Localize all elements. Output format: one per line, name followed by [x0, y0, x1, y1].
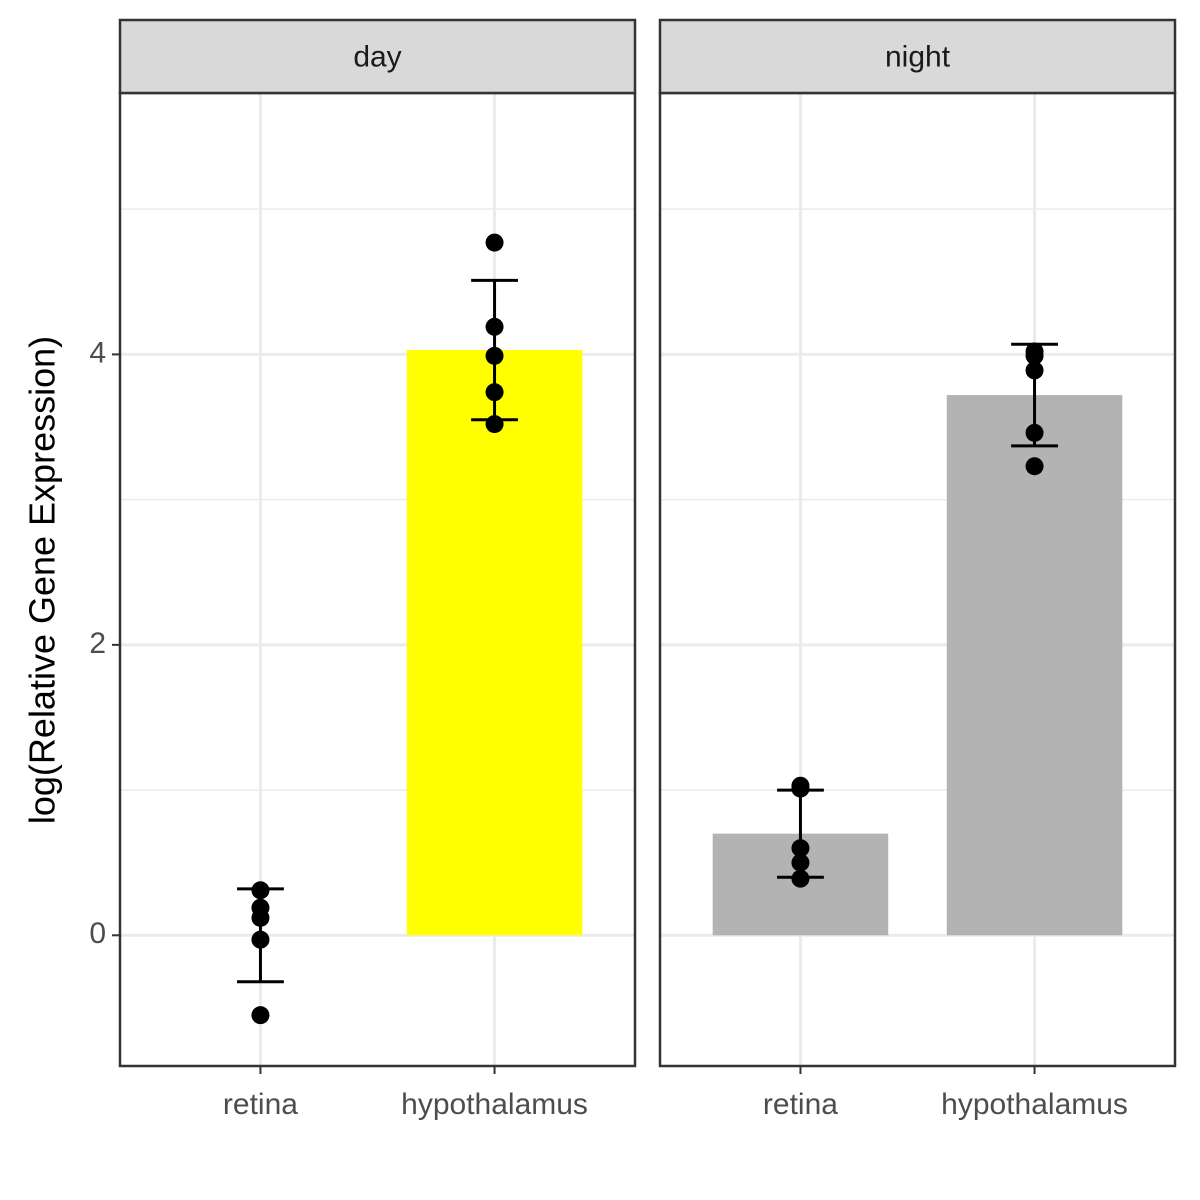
x-tick-label: retina: [763, 1088, 838, 1121]
data-point: [485, 346, 504, 365]
x-tick-label: hypothalamus: [401, 1088, 588, 1121]
data-point: [791, 853, 810, 872]
data-point: [1025, 346, 1044, 365]
data-point: [251, 908, 270, 927]
y-tick-label: 4: [89, 336, 106, 369]
data-point: [251, 1006, 270, 1025]
data-point: [485, 233, 504, 252]
data-point: [791, 779, 810, 798]
data-point: [1025, 423, 1044, 442]
x-tick-label: hypothalamus: [941, 1088, 1128, 1121]
strip-label: night: [885, 40, 951, 73]
data-point: [791, 839, 810, 858]
y-tick-label: 2: [89, 627, 106, 660]
x-tick-label: retina: [223, 1088, 298, 1121]
strip: [118, 18, 637, 95]
data-point: [251, 930, 270, 949]
data-point: [485, 317, 504, 336]
data-point: [485, 383, 504, 402]
bar: [406, 350, 583, 936]
data-point: [485, 415, 504, 434]
data-point: [791, 869, 810, 888]
strip-label: day: [353, 40, 401, 73]
data-point: [251, 881, 270, 900]
strip: [658, 18, 1177, 95]
y-axis-title: log(Relative Gene Expression): [22, 336, 63, 824]
bar: [946, 395, 1123, 936]
data-point: [1025, 457, 1044, 476]
y-tick-label: 0: [89, 917, 106, 950]
data-point: [1025, 361, 1044, 380]
